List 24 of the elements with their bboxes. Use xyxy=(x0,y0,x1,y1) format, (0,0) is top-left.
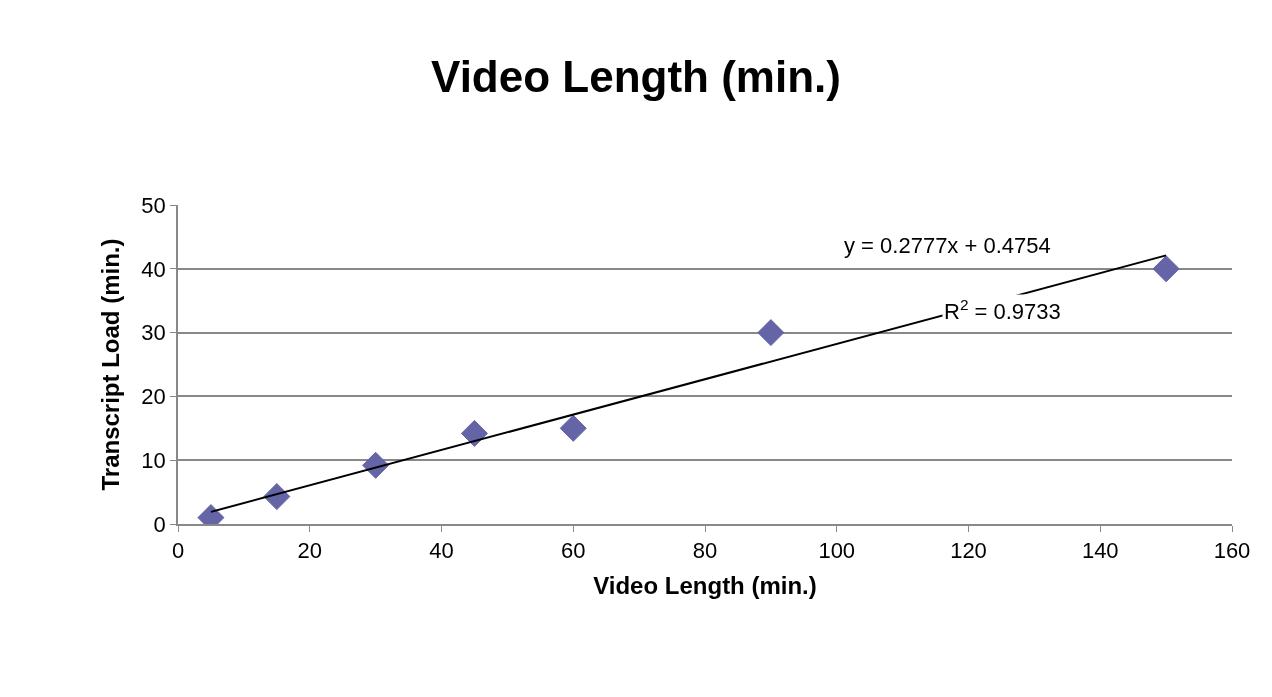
x-tick-label: 80 xyxy=(692,538,718,564)
y-tick-label: 50 xyxy=(141,192,166,218)
x-tick-label: 20 xyxy=(297,538,322,564)
x-tick-label: 160 xyxy=(1213,538,1251,564)
annotation: y = 0.2777x + 0.4754 xyxy=(844,233,1051,258)
x-tick-label: 100 xyxy=(818,538,856,564)
x-tick-label: 60 xyxy=(561,538,586,564)
chart-title: Video Length (min.) xyxy=(431,52,841,102)
y-axis-title: Transcript Load (min.) xyxy=(96,238,124,491)
annotation: R$^{2}$ = 0.9733 xyxy=(944,296,1061,325)
x-axis-title: Video Length (min.) xyxy=(593,571,817,599)
x-tick-label: 40 xyxy=(429,538,454,564)
y-tick-label: 0 xyxy=(153,511,166,537)
point xyxy=(757,319,785,347)
point xyxy=(1152,255,1180,283)
point xyxy=(559,414,587,442)
point xyxy=(460,419,488,447)
y-tick-label: 20 xyxy=(141,384,166,410)
y-tick-label: 10 xyxy=(141,447,166,473)
x-tick-label: 120 xyxy=(950,538,987,564)
x-tick-label: 140 xyxy=(1081,538,1119,564)
x-tick-label: 0 xyxy=(171,538,185,564)
y-tick-label: 30 xyxy=(141,320,166,346)
y-tick-label: 40 xyxy=(141,256,166,282)
